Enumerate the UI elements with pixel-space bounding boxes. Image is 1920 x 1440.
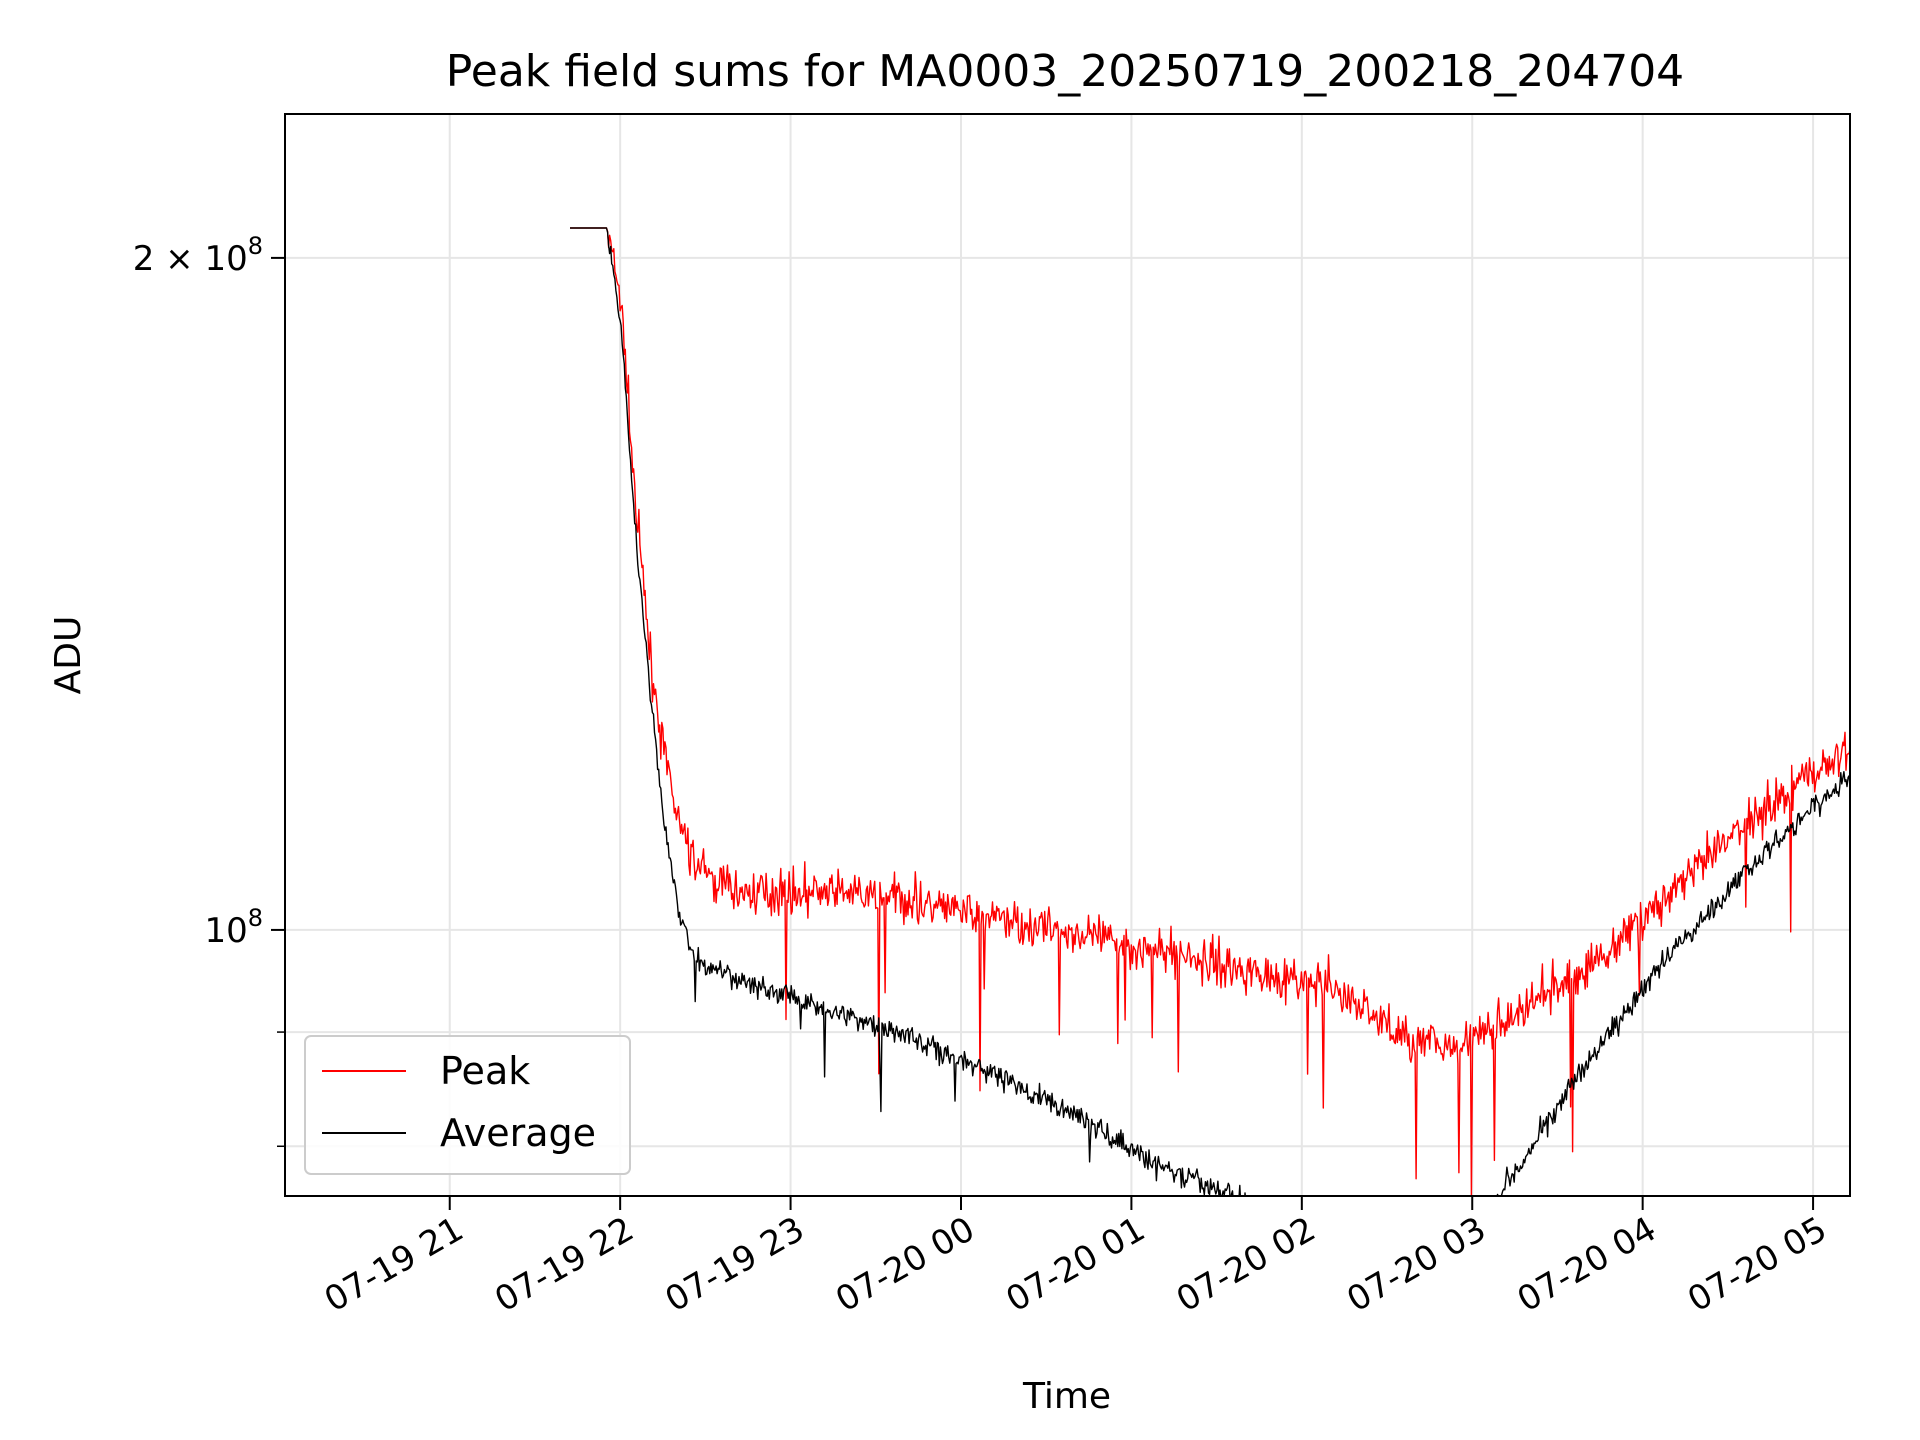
chart-title: Peak field sums for MA0003_20250719_2002…	[446, 46, 1684, 97]
y-tick-label-base: 2 × 10	[133, 239, 248, 279]
plot-clip	[570, 227, 1850, 1196]
legend-label-average: Average	[440, 1111, 596, 1155]
y-tick-label: 2 × 108	[133, 232, 263, 279]
plot-area-frame	[284, 113, 1851, 1197]
series-line-average	[570, 227, 1850, 1196]
y-tick-label-exponent: 8	[248, 904, 263, 932]
series-layer	[570, 227, 1850, 1196]
x-axis-label: Time	[1022, 1376, 1111, 1417]
y-axis-label: ADU	[48, 616, 89, 695]
y-tick-label-base: 10	[204, 911, 247, 951]
legend-label-peak: Peak	[440, 1049, 530, 1093]
y-tick-label: 108	[204, 904, 263, 951]
legend: Peak Average	[304, 1035, 631, 1175]
y-tick-label-exponent: 8	[248, 232, 263, 260]
series-line-peak	[570, 227, 1850, 1196]
grid	[285, 114, 1850, 1196]
